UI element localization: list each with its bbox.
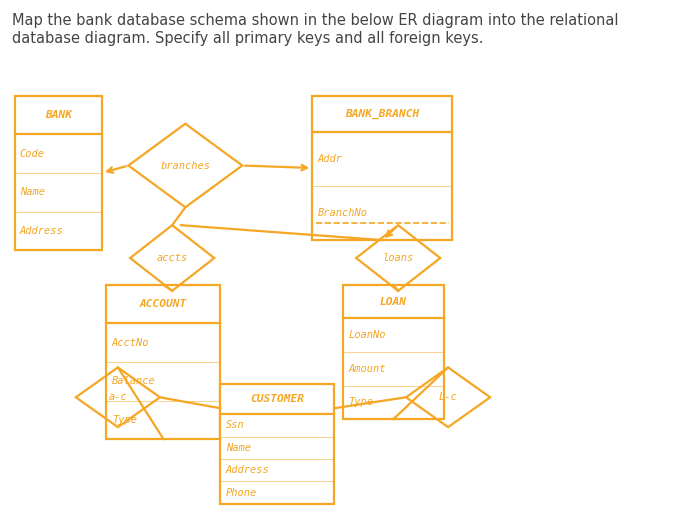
Text: Amount: Amount [348, 364, 386, 374]
Bar [343, 285, 444, 419]
Text: a-c: a-c [109, 392, 127, 402]
Text: branches: branches [160, 161, 211, 171]
Text: Type: Type [111, 415, 137, 425]
Text: ACCOUNT: ACCOUNT [140, 299, 187, 309]
Bar [14, 96, 102, 250]
Text: Ssn: Ssn [226, 421, 244, 430]
Text: accts: accts [157, 253, 188, 263]
Text: Address: Address [20, 226, 63, 236]
Bar [312, 96, 453, 240]
Text: LoanNo: LoanNo [348, 330, 386, 340]
Text: Address: Address [226, 465, 270, 475]
Text: CUSTOMER: CUSTOMER [250, 394, 304, 404]
Text: Addr: Addr [318, 154, 343, 164]
Text: AcctNo: AcctNo [111, 338, 149, 348]
Text: loans: loans [383, 253, 413, 263]
Text: BranchNo: BranchNo [318, 208, 367, 218]
Text: Name: Name [226, 443, 250, 453]
Text: Type: Type [348, 397, 374, 407]
Text: LOAN: LOAN [380, 297, 407, 307]
Text: L-c: L-c [439, 392, 458, 402]
Text: Map the bank database schema shown in the below ER diagram into the relational
d: Map the bank database schema shown in th… [12, 13, 619, 46]
Text: Name: Name [20, 187, 45, 197]
Text: Balance: Balance [111, 376, 155, 386]
Bar [107, 285, 220, 439]
Text: Code: Code [20, 149, 45, 159]
Text: BANK_BRANCH: BANK_BRANCH [345, 109, 420, 119]
Bar [220, 384, 334, 503]
Text: BANK: BANK [45, 110, 72, 120]
Text: Phone: Phone [226, 488, 257, 498]
